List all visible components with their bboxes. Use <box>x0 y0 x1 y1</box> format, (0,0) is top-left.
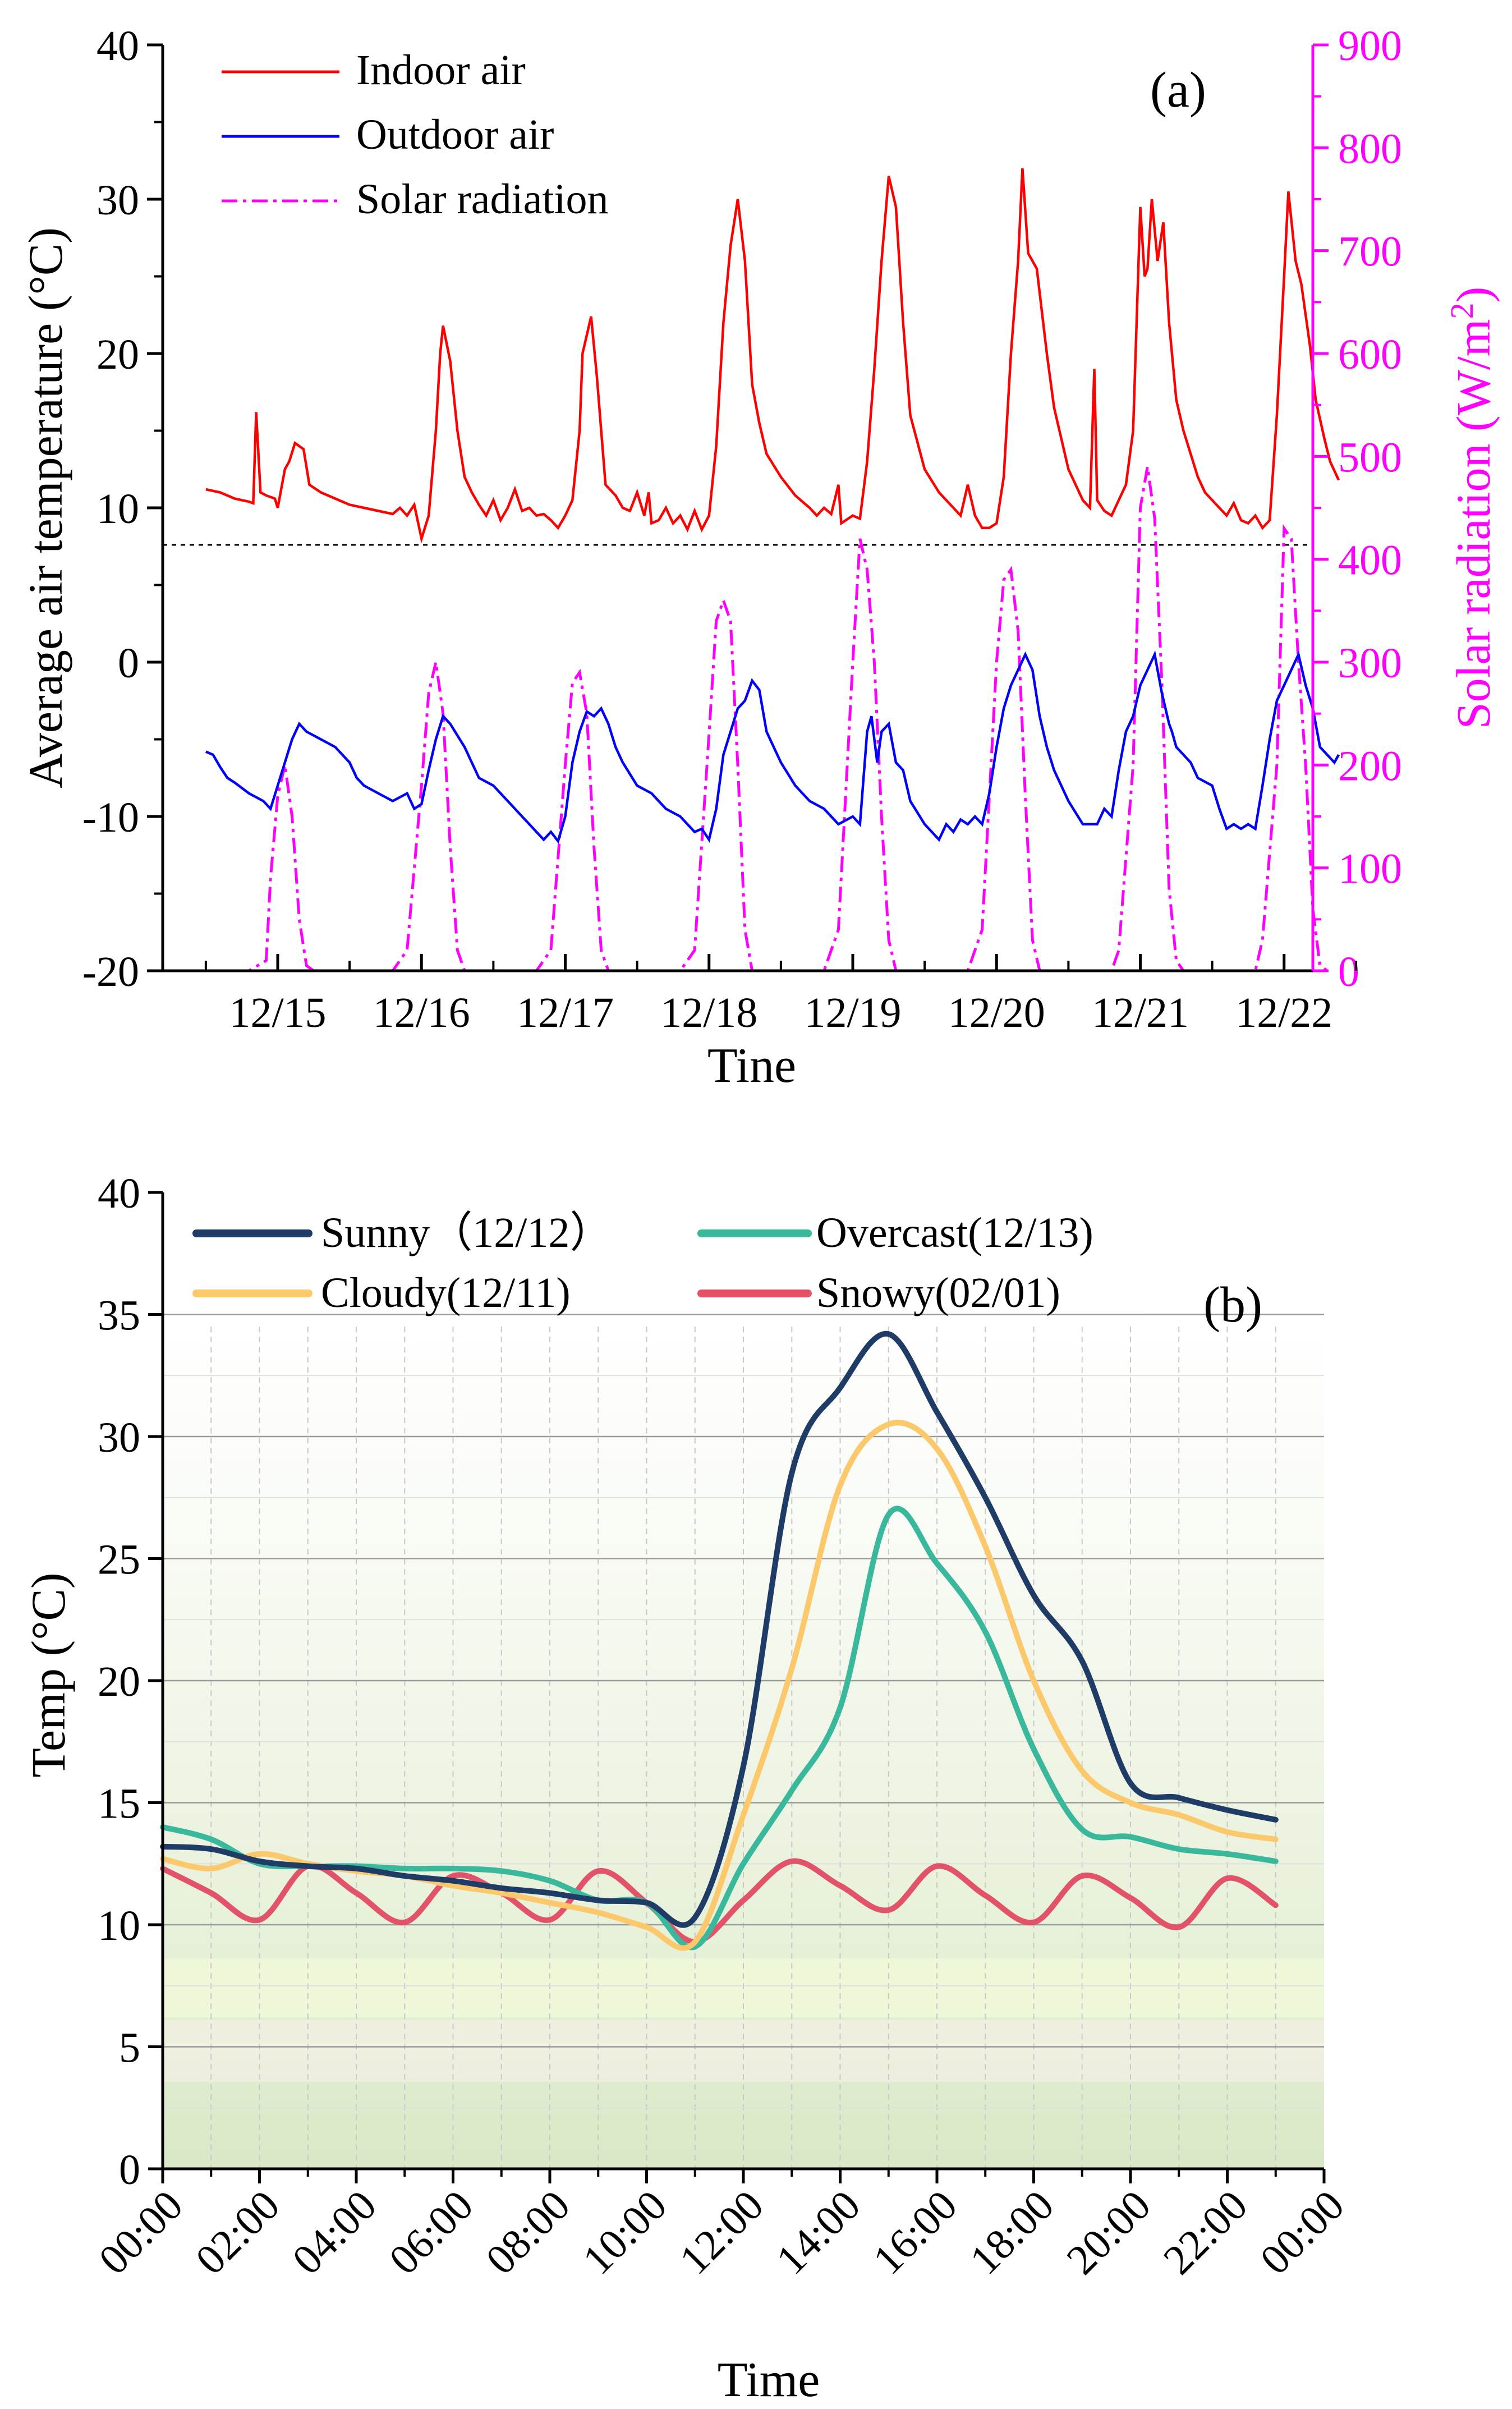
y2-title-main: Solar radiation (W/m <box>1446 319 1500 729</box>
y-tick-label: -10 <box>82 794 139 841</box>
x-tick-label: 22:00 <box>1155 2182 1257 2284</box>
y2-tick-label: 600 <box>1338 331 1402 378</box>
y2-title-end: ) <box>1446 287 1500 303</box>
panel-a-left-ticks: -20 -10 0 10 20 30 40 <box>82 22 163 995</box>
overcast-series <box>160 1506 1279 1951</box>
y-tick-label: 15 <box>98 1781 140 1828</box>
legend-label-cloudy: Cloudy(12/11) <box>321 1269 571 1316</box>
y-tick-label: 20 <box>96 331 139 378</box>
y-tick-label: 10 <box>96 485 139 533</box>
legend-label-sunny: Sunny（12/12） <box>321 1209 612 1256</box>
x-tick-label: 12/18 <box>660 989 757 1036</box>
panel-b-label: (b) <box>1203 1277 1262 1333</box>
y-tick-label: 40 <box>96 22 139 70</box>
panel-b-x-axis-title: Time <box>718 2353 820 2407</box>
x-tick-label: 12/16 <box>373 989 470 1036</box>
panel-a-x-ticks: 12/15 12/16 12/17 12/18 12/19 12/20 12/21 12/22 <box>204 954 1357 1036</box>
outdoor-air-series <box>205 650 1340 844</box>
x-tick-label: 14:00 <box>768 2182 870 2284</box>
solar-radiation-series <box>205 466 1329 972</box>
y2-tick-label: 900 <box>1338 22 1402 70</box>
x-tick-label: 02:00 <box>187 2182 289 2284</box>
panel-a-legend: Indoor air Outdoor air Solar radiation <box>222 47 609 223</box>
indoor-air-series <box>205 168 1340 544</box>
x-tick-label: 08:00 <box>477 2182 579 2284</box>
legend-label-indoor: Indoor air <box>356 47 526 94</box>
panel-a-y-axis-title: Average air temperature (°C) <box>19 227 72 788</box>
y2-tick-label: 800 <box>1338 125 1402 172</box>
y-tick-label: 35 <box>98 1292 140 1339</box>
panel-b-legend: Sunny（12/12） Overcast(12/13) Cloudy(12/1… <box>192 1209 1093 1316</box>
y-tick-label: 0 <box>118 640 139 687</box>
legend-label-solar: Solar radiation <box>356 176 609 223</box>
panel-b-y-axis-title: Temp (°C) <box>21 1572 75 1777</box>
legend-label-overcast: Overcast(12/13) <box>816 1209 1093 1256</box>
panel-a-y2-axis-title: Solar radiation (W/m2) <box>1444 287 1500 729</box>
panel-a-label: (a) <box>1150 62 1206 118</box>
y-tick-label: 0 <box>119 2146 140 2194</box>
x-tick-label: 12/19 <box>804 989 901 1036</box>
x-tick-label: 12/22 <box>1235 989 1332 1036</box>
y2-tick-label: 400 <box>1338 537 1402 584</box>
panel-a-x-axis-title: Tine <box>707 1039 796 1093</box>
legend-label-outdoor: Outdoor air <box>356 111 554 158</box>
panel-a-chart: -20 -10 0 10 20 30 40 0 100 200 300 400 500 600 700 80… <box>19 22 1500 1093</box>
y2-tick-label: 100 <box>1338 846 1402 893</box>
y-tick-label: 20 <box>98 1658 140 1705</box>
y-tick-label: 40 <box>98 1170 140 1217</box>
panel-b-x-ticks: 00:0002:0004:0006:0008:0010:0012:0014:00… <box>90 2169 1353 2283</box>
y2-tick-label: 700 <box>1338 228 1402 276</box>
panel-b-grid <box>163 1314 1324 2169</box>
panel-b-y-ticks: 0 5 10 15 20 25 30 35 40 <box>98 1170 1324 2194</box>
y-tick-label: 25 <box>98 1536 140 1584</box>
x-tick-label: 12/20 <box>948 989 1045 1036</box>
y-tick-label: -20 <box>82 948 139 995</box>
y-tick-label: 30 <box>98 1414 140 1461</box>
x-tick-label: 04:00 <box>283 2182 385 2284</box>
y2-tick-label: 200 <box>1338 742 1402 790</box>
x-tick-label: 00:00 <box>1251 2182 1353 2284</box>
x-tick-label: 12/21 <box>1092 989 1189 1036</box>
x-tick-label: 12/15 <box>229 989 326 1036</box>
y-tick-label: 5 <box>119 2025 140 2072</box>
y2-tick-label: 0 <box>1338 948 1359 995</box>
y2-title-superscript: 2 <box>1444 302 1480 319</box>
x-tick-label: 10:00 <box>574 2182 676 2284</box>
x-tick-label: 00:00 <box>90 2182 192 2284</box>
x-tick-label: 16:00 <box>864 2182 966 2284</box>
legend-label-snowy: Snowy(02/01) <box>816 1269 1060 1316</box>
y-tick-label: 30 <box>96 177 139 224</box>
x-tick-label: 20:00 <box>1058 2182 1160 2284</box>
y2-tick-label: 300 <box>1338 640 1402 687</box>
x-tick-label: 18:00 <box>961 2182 1063 2284</box>
panel-b-series <box>160 1330 1279 1951</box>
x-tick-label: 12:00 <box>670 2182 773 2284</box>
x-tick-label: 12/17 <box>517 989 614 1036</box>
x-tick-label: 06:00 <box>380 2182 482 2284</box>
snowy-series <box>160 1858 1279 1945</box>
sunny-series <box>160 1330 1279 1928</box>
panel-a-right-ticks: 0 100 200 300 400 500 600 700 800 900 <box>1313 22 1402 995</box>
panel-b-band-beige <box>163 2020 1324 2082</box>
y-tick-label: 10 <box>98 1902 140 1949</box>
y2-tick-label: 500 <box>1338 434 1402 481</box>
